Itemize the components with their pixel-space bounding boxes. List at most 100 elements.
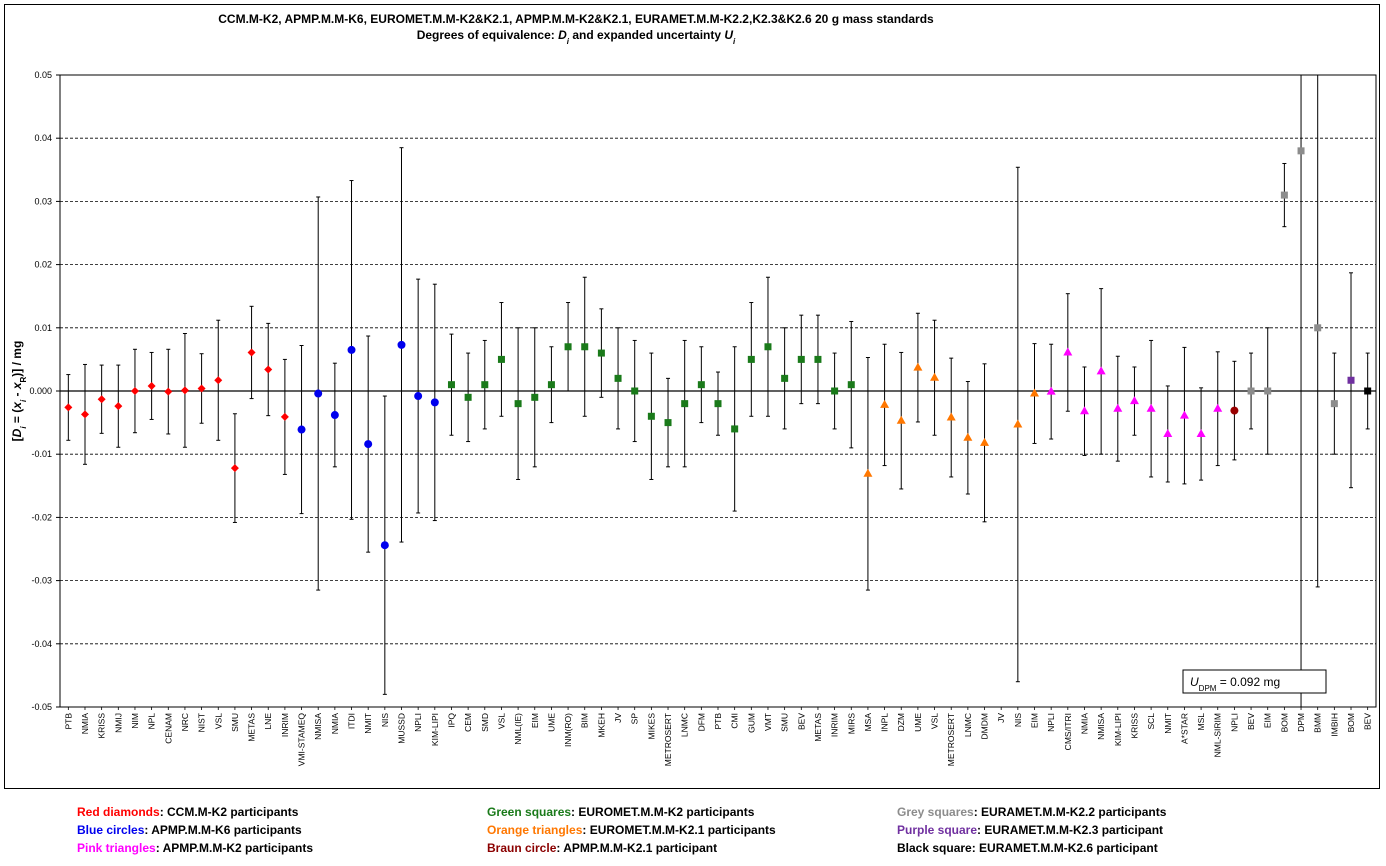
legend-entry: Orange triangles: EUROMET.M.M-K2.1 parti…: [487, 823, 776, 837]
data-point-square: [1364, 387, 1372, 395]
x-tick-label: ITDI: [347, 713, 357, 729]
legend-entry: Black square: EURAMET.M.M-K2.6 participa…: [897, 841, 1158, 855]
x-tick-label: VMT: [763, 713, 773, 731]
x-tick-label: VMI-STAMEQ: [297, 713, 307, 767]
legend-entry: Grey squares: EURAMET.M.M-K2.2 participa…: [897, 805, 1166, 819]
x-tick-label: PTB: [713, 713, 723, 730]
data-point-diamond: [264, 365, 273, 374]
x-tick-label: NMIT: [1163, 713, 1173, 734]
y-tick-label: 0.05: [34, 70, 52, 80]
data-point-triangle: [930, 372, 940, 381]
y-axis-label: [Di = (xi - xR)] / mg: [10, 341, 28, 442]
data-point-circle: [297, 425, 306, 434]
x-tick-label: VSL: [496, 713, 506, 729]
x-tick-label: JV: [996, 713, 1006, 723]
x-tick-label: SP: [630, 713, 640, 725]
legend-entry: Red diamonds: CCM.M-K2 participants: [77, 805, 298, 819]
x-tick-label: NPLI: [1229, 713, 1239, 732]
data-point-square: [481, 381, 489, 389]
data-point-square: [747, 355, 755, 363]
x-tick-label: CMS/ITRI: [1063, 713, 1073, 750]
data-point-square: [497, 355, 505, 363]
data-point-circle: [380, 541, 389, 550]
x-tick-label: NIM: [130, 713, 140, 729]
data-point-square: [1247, 387, 1255, 395]
data-point-square: [714, 400, 722, 408]
x-tick-label: LNMC: [963, 713, 973, 737]
data-point-square: [831, 387, 839, 395]
legend-entry: Braun circle: APMP.M.M-K2.1 participant: [487, 841, 717, 855]
x-tick-label: NRC: [180, 713, 190, 731]
x-tick-label: MIRS: [846, 713, 856, 735]
legend-description: : EURAMET.M.M-K2.2 participants: [973, 805, 1167, 819]
y-tick-label: -0.04: [31, 639, 52, 649]
annotation-box: [1182, 669, 1327, 694]
x-tick-label: KRISS: [1129, 713, 1139, 739]
x-tick-label: NMIA: [1079, 713, 1089, 735]
legend-key: Black square: [897, 841, 972, 855]
data-point-square: [614, 374, 622, 382]
x-tick-label: CEM: [463, 713, 473, 732]
x-tick-label: NIS: [1013, 713, 1023, 728]
data-point-square: [464, 393, 472, 401]
data-point-diamond: [247, 348, 256, 357]
data-point-square: [797, 355, 805, 363]
x-tick-label: NMIA: [80, 713, 90, 735]
x-tick-label: MSA: [863, 713, 873, 732]
legend-key: Purple square: [897, 823, 978, 837]
data-point-diamond: [214, 376, 223, 385]
x-tick-label: LNMC: [680, 713, 690, 737]
data-point-diamond: [164, 387, 173, 396]
data-point-square: [1330, 400, 1338, 408]
x-tick-label: IMBIH: [1329, 713, 1339, 737]
data-point-triangle: [1129, 396, 1139, 405]
x-tick-label: BOM: [1346, 713, 1356, 732]
x-tick-label: VSL: [213, 713, 223, 729]
data-point-triangle: [896, 415, 906, 424]
x-tick-label: A*STAR: [1179, 713, 1189, 744]
data-point-triangle: [946, 412, 956, 421]
data-point-circle: [364, 440, 373, 449]
x-tick-label: NIST: [197, 713, 207, 732]
legend-key: Blue circles: [77, 823, 145, 837]
data-point-diamond: [147, 381, 156, 390]
legend-description: : CCM.M-K2 participants: [159, 805, 299, 819]
x-tick-label: GUM: [746, 713, 756, 733]
x-tick-label: METAS: [813, 713, 823, 742]
x-tick-label: DFM: [696, 713, 706, 731]
x-tick-label: CMI: [730, 713, 740, 729]
x-tick-label: INRIM: [280, 713, 290, 737]
legend-key: Green squares: [487, 805, 572, 819]
x-tick-label: INRIM: [830, 713, 840, 737]
data-point-square: [814, 355, 822, 363]
data-point-square: [781, 374, 789, 382]
x-tick-label: MIKES: [646, 713, 656, 740]
y-tick-label: 0.03: [34, 196, 52, 206]
data-point-square: [1264, 387, 1272, 395]
x-tick-label: INPL: [880, 713, 890, 732]
legend-entry: Pink triangles: APMP.M.M-K2 participants: [77, 841, 313, 855]
data-point-square: [531, 393, 539, 401]
x-tick-label: BEV: [796, 713, 806, 730]
x-tick-label: NMISA: [1096, 713, 1106, 740]
data-point-square: [764, 343, 772, 351]
data-point-diamond: [230, 464, 239, 473]
data-point-triangle: [1030, 388, 1040, 397]
data-point-triangle: [1213, 403, 1223, 412]
x-tick-label: UME: [913, 713, 923, 732]
x-tick-label: MUSSD: [396, 713, 406, 744]
legend-description: : EUROMET.M.M-K2.1 participants: [582, 823, 776, 837]
data-point-square: [547, 381, 555, 389]
x-tick-label: METROSERT: [663, 713, 673, 766]
data-point-diamond: [80, 410, 89, 419]
x-tick-label: SMU: [230, 713, 240, 732]
x-tick-label: SCL: [1146, 713, 1156, 730]
legend-description: : EURAMET.M.M-K2.3 participant: [977, 823, 1164, 837]
data-point-triangle: [980, 437, 990, 446]
legend-key: Braun circle: [487, 841, 557, 855]
x-tick-label: METAS: [247, 713, 257, 742]
chart-subtitle: Degrees of equivalence: Di and expanded …: [417, 28, 736, 46]
data-point-triangle: [1079, 406, 1089, 415]
y-tick-label: -0.05: [31, 702, 52, 712]
data-point-triangle: [1179, 410, 1189, 419]
